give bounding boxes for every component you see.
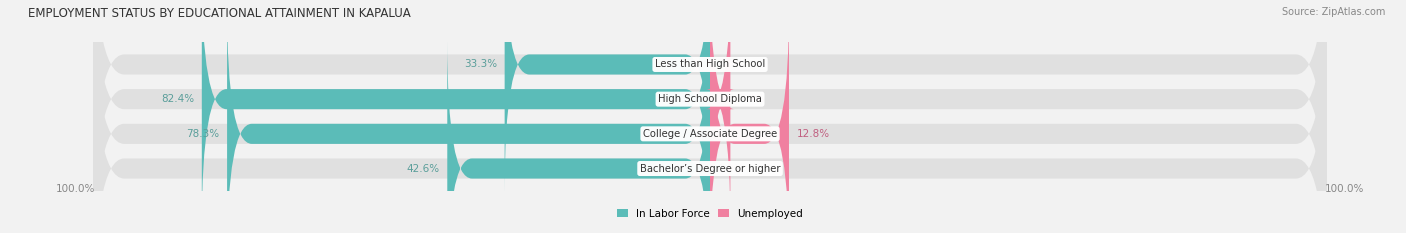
FancyBboxPatch shape [505, 0, 710, 193]
Text: High School Diploma: High School Diploma [658, 94, 762, 104]
Text: 78.3%: 78.3% [187, 129, 219, 139]
FancyBboxPatch shape [202, 0, 710, 228]
Text: 3.3%: 3.3% [738, 94, 765, 104]
Legend: In Labor Force, Unemployed: In Labor Force, Unemployed [617, 209, 803, 219]
Text: 0.0%: 0.0% [717, 164, 744, 174]
Text: Bachelor’s Degree or higher: Bachelor’s Degree or higher [640, 164, 780, 174]
FancyBboxPatch shape [710, 5, 789, 233]
Text: 100.0%: 100.0% [56, 184, 96, 194]
Text: Source: ZipAtlas.com: Source: ZipAtlas.com [1281, 7, 1385, 17]
Text: College / Associate Degree: College / Associate Degree [643, 129, 778, 139]
FancyBboxPatch shape [93, 0, 1327, 228]
FancyBboxPatch shape [447, 40, 710, 233]
FancyBboxPatch shape [93, 0, 1327, 233]
Text: 82.4%: 82.4% [162, 94, 194, 104]
Text: 100.0%: 100.0% [1324, 184, 1364, 194]
FancyBboxPatch shape [228, 5, 710, 233]
FancyBboxPatch shape [93, 5, 1327, 233]
FancyBboxPatch shape [706, 0, 735, 228]
Text: EMPLOYMENT STATUS BY EDUCATIONAL ATTAINMENT IN KAPALUA: EMPLOYMENT STATUS BY EDUCATIONAL ATTAINM… [28, 7, 411, 20]
Text: 42.6%: 42.6% [406, 164, 440, 174]
FancyBboxPatch shape [93, 0, 1327, 233]
Text: 12.8%: 12.8% [796, 129, 830, 139]
Text: Less than High School: Less than High School [655, 59, 765, 69]
Text: 33.3%: 33.3% [464, 59, 498, 69]
Text: 0.0%: 0.0% [717, 59, 744, 69]
